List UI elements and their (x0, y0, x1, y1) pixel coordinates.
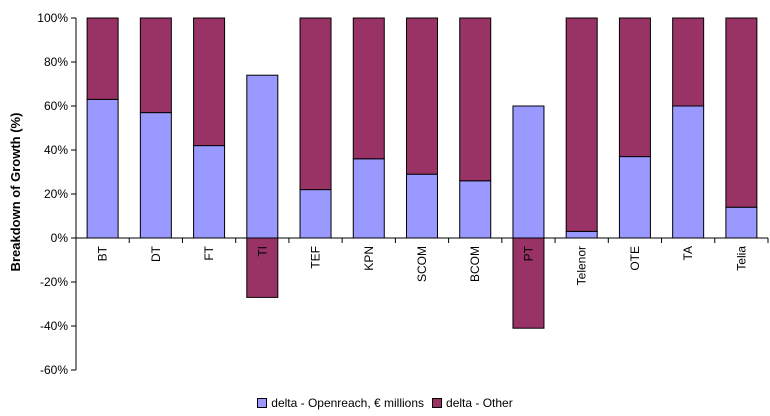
bar-other-kpn (352, 17, 385, 160)
bar-openreach-bt (86, 98, 119, 239)
bar-openreach-bcom (459, 180, 492, 239)
bar-openreach-telia (725, 206, 758, 239)
category-label-telenor: Telenor (575, 246, 589, 285)
category-label-kpn: KPN (362, 246, 376, 271)
y-tick-label: -60% (40, 363, 68, 377)
legend-label-openreach: delta - Openreach, € millions (271, 396, 425, 410)
y-axis-title: Breakdown of Growth (%) (8, 113, 23, 272)
y-tick-label: 40% (44, 143, 68, 157)
bar-other-bt (86, 17, 119, 100)
y-tick-label: 80% (44, 55, 68, 69)
axis-layer: -60% -40% -20% 0% 20% 40% 60% 80% 100% (37, 11, 769, 377)
category-label-ft: FT (202, 245, 216, 260)
bar-openreach-kpn (352, 158, 385, 239)
legend-item-openreach: delta - Openreach, € millions (257, 396, 424, 410)
bar-other-ta (672, 17, 705, 107)
bar-other-telenor (565, 17, 598, 232)
bar-openreach-tef (299, 189, 332, 239)
y-tick-label: 20% (44, 187, 68, 201)
bar-other-telia (725, 17, 758, 208)
bar-openreach-pt (512, 105, 545, 239)
bar-other-dt (139, 17, 172, 114)
bar-other-scom (406, 17, 438, 175)
category-label-bt: BT (96, 245, 110, 261)
category-label-ti: TI (255, 246, 269, 257)
bar-other-tef (299, 17, 332, 191)
category-label-dt: DT (149, 245, 163, 262)
category-label-tef: TEF (309, 246, 323, 269)
legend-swatch-other (432, 398, 443, 408)
category-labels: BT DT FT TI TEF KPN SCOM BCOM PT Telenor OTE TA Teli… (96, 245, 749, 285)
y-tick-label: 100% (37, 11, 68, 25)
bar-other-ft (193, 17, 226, 147)
bar-openreach-dt (139, 112, 172, 239)
legend-swatch-openreach (257, 398, 268, 408)
bar-layer (86, 17, 758, 329)
category-label-telia: Telia (734, 246, 748, 271)
bar-openreach-telenor (565, 230, 598, 239)
y-tick-label: -20% (40, 275, 68, 289)
bar-openreach-ft (193, 145, 226, 239)
y-tick-label: 60% (44, 99, 68, 113)
category-label-bcom: BCOM (468, 246, 482, 282)
legend-item-other: delta - Other (432, 396, 513, 410)
bar-openreach-ti (246, 74, 279, 239)
y-tick-label: 0% (51, 231, 69, 245)
bar-openreach-ta (672, 105, 705, 239)
category-label-pt: PT (521, 245, 535, 261)
legend-label-other: delta - Other (446, 396, 513, 410)
bar-other-bcom (459, 17, 492, 182)
bar-other-ti (246, 237, 279, 298)
category-label-ote: OTE (628, 246, 642, 271)
bar-other-pt (512, 237, 545, 329)
category-label-ta: TA (681, 246, 695, 260)
bar-openreach-ote (618, 156, 651, 239)
legend: delta - Openreach, € millions delta - Ot… (0, 394, 770, 412)
bar-openreach-scom (406, 173, 438, 239)
category-label-scom: SCOM (415, 246, 429, 282)
y-tick-label: -40% (40, 319, 68, 333)
bar-other-ote (618, 17, 651, 158)
